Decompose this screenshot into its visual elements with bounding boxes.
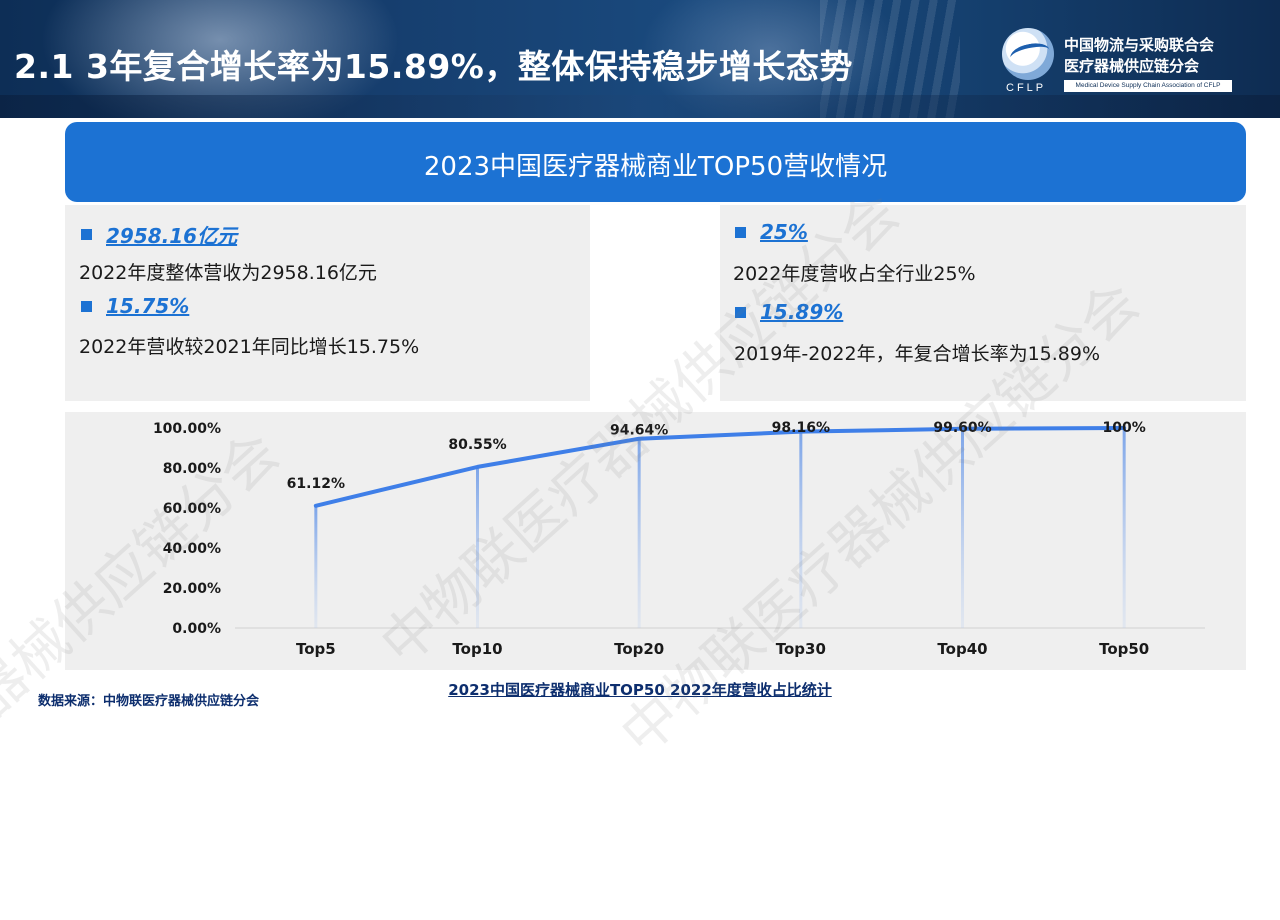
chart-panel: 0.00% 20.00% 40.00% 60.00% 80.00% 100.00% 61.1… <box>65 412 1246 670</box>
stat-description: 2022年营收较2021年同比增长15.75% <box>79 336 420 358</box>
stat-description: 2022年度营收占全行业25% <box>733 263 976 285</box>
data-label: 100% <box>1103 420 1146 436</box>
x-tick-label: Top50 <box>1099 640 1149 658</box>
y-tick-label: 0.00% <box>172 621 221 637</box>
logo-name-line1: 中国物流与采购联合会 <box>1064 36 1215 54</box>
drop-line <box>637 438 641 628</box>
drop-line <box>1122 428 1126 628</box>
bullet-square-icon <box>735 226 746 238</box>
stat-header: 25% <box>735 220 808 244</box>
x-tick-label: Top40 <box>937 640 987 658</box>
x-tick-label: Top5 <box>296 640 336 658</box>
drop-line <box>314 505 318 628</box>
data-source-note: 数据来源：中物联医疗器械供应链分会 <box>38 694 260 709</box>
logo-name-line2: 医疗器械供应链分会 <box>1064 57 1200 75</box>
stat-value: 15.75% <box>106 294 190 318</box>
y-tick-label: 80.00% <box>163 461 221 477</box>
y-tick-label: 20.00% <box>163 581 221 597</box>
chart-caption: 2023中国医疗器械商业TOP50 2022年度营收占比统计 <box>448 681 832 699</box>
stat-header: 2958.16亿元 <box>81 220 237 249</box>
data-label: 99.60% <box>933 420 991 436</box>
y-tick-label: 100.00% <box>153 421 221 437</box>
drop-line <box>961 428 964 628</box>
stats-panel-right: 25% 2022年度营收占全行业25% 15.89% 2019年-2022年，年… <box>720 205 1246 401</box>
data-label: 61.12% <box>287 476 345 492</box>
bullet-square-icon <box>81 229 92 240</box>
x-tick-label: Top20 <box>614 640 664 658</box>
stat-value: 2958.16亿元 <box>106 224 238 248</box>
logo-abbreviation: CFLP <box>1006 82 1047 94</box>
x-tick-label: Top10 <box>452 640 502 658</box>
drop-line <box>799 431 803 628</box>
drop-line <box>476 466 479 628</box>
logo-english-name: Medical Device Supply Chain Association … <box>1064 80 1232 92</box>
stat-description: 2019年-2022年，年复合增长率为15.89% <box>734 343 1101 365</box>
data-label: 94.64% <box>610 423 668 439</box>
header-bar: 2.1 3年复合增长率为15.89%，整体保持稳步增长态势 CFLP 中国物流与… <box>0 0 1280 118</box>
stat-header: 15.75% <box>81 294 189 318</box>
page-title: 2.1 3年复合增长率为15.89%，整体保持稳步增长态势 <box>14 47 853 86</box>
header-decoration <box>0 95 1280 118</box>
revenue-share-line-chart: 0.00% 20.00% 40.00% 60.00% 80.00% 100.00% 61.1… <box>153 420 1205 658</box>
y-tick-label: 40.00% <box>163 541 221 557</box>
bullet-square-icon <box>81 300 92 312</box>
banner-title: 2023中国医疗器械商业TOP50营收情况 <box>423 152 888 182</box>
stat-header: 15.89% <box>735 300 843 324</box>
stats-panel-left: 2958.16亿元 2022年度整体营收为2958.16亿元 15.75% 20… <box>65 205 590 401</box>
section-banner: 2023中国医疗器械商业TOP50营收情况 <box>65 122 1246 202</box>
series-line <box>313 426 1127 508</box>
stat-value: 25% <box>760 220 808 244</box>
stat-description: 2022年度整体营收为2958.16亿元 <box>79 262 377 284</box>
data-label: 80.55% <box>448 437 506 453</box>
bullet-square-icon <box>735 306 746 318</box>
y-tick-label: 60.00% <box>163 501 221 517</box>
data-label: 98.16% <box>772 420 830 436</box>
x-tick-label: Top30 <box>776 640 826 658</box>
cflp-logo-icon <box>1002 28 1054 80</box>
stat-value: 15.89% <box>760 300 844 324</box>
